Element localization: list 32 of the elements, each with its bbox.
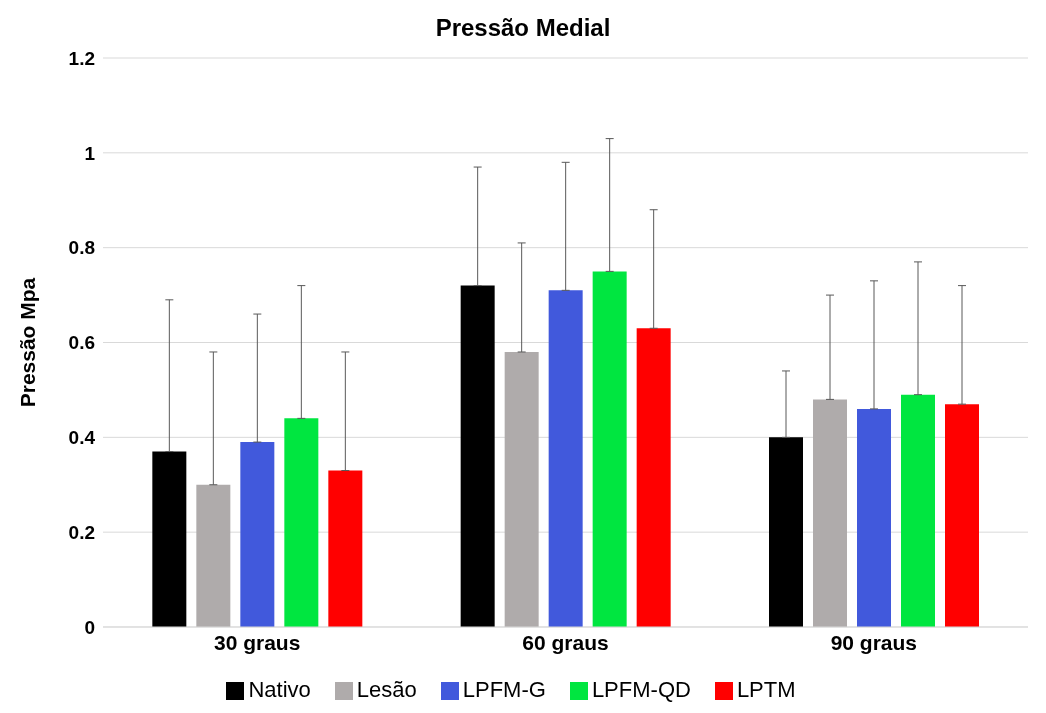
chart-title: Pressão Medial — [434, 13, 612, 43]
y-tick-label: 0.8 — [68, 237, 95, 259]
bar — [152, 451, 187, 627]
bar — [901, 394, 935, 627]
bar — [636, 328, 671, 627]
bar — [813, 399, 847, 627]
legend-label: Nativo — [248, 677, 311, 702]
bar — [328, 470, 363, 627]
x-tick-label: 60 graus — [522, 630, 609, 654]
bar — [284, 418, 319, 627]
y-tick-label: 0.2 — [68, 521, 95, 543]
bar — [592, 271, 627, 627]
legend-label: LPFM-QD — [591, 677, 691, 702]
legend-label: LPTM — [736, 677, 796, 702]
bar — [504, 351, 539, 627]
y-tick-label: 0.6 — [68, 332, 95, 354]
y-tick-label: 1.2 — [68, 47, 95, 69]
x-tick-label: 90 graus — [830, 630, 918, 654]
bar — [945, 404, 979, 627]
bar — [857, 408, 891, 627]
legend-label: Lesão — [356, 677, 417, 702]
y-tick-label: 0 — [84, 616, 95, 638]
bar — [196, 484, 231, 627]
bar — [548, 290, 583, 627]
bar — [240, 442, 275, 627]
y-axis-title: Pressão Mpa — [16, 277, 40, 408]
x-tick-label: 30 graus — [213, 630, 301, 654]
bar — [460, 285, 495, 627]
y-tick-label: 1 — [84, 142, 96, 164]
y-tick-label: 0.4 — [68, 427, 96, 449]
bar — [769, 437, 803, 627]
legend-label: LPFM-G — [462, 677, 546, 702]
